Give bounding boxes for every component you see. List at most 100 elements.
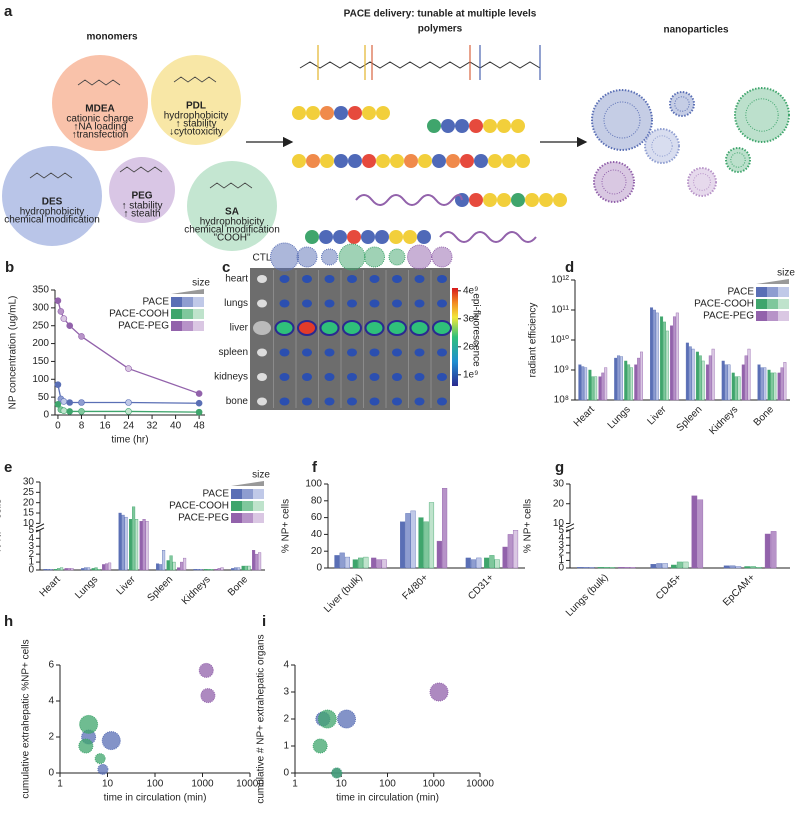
- bar: [588, 369, 592, 401]
- header: polymers: [418, 24, 463, 35]
- bar: [744, 355, 748, 401]
- y-axis-label: NP concentration (ug/mL): [8, 296, 19, 410]
- bar: [234, 567, 238, 571]
- bar: [94, 567, 98, 571]
- nanoparticle-core: [693, 173, 711, 191]
- monomer-circle: [151, 55, 241, 145]
- bar: [695, 351, 699, 401]
- y-tick-label: 40: [311, 529, 323, 540]
- y-tick-label: 100: [32, 374, 49, 385]
- header: nanoparticles: [663, 25, 728, 36]
- legend-swatch: [253, 489, 264, 499]
- legend-title: size: [252, 470, 270, 481]
- organ-signal: [324, 299, 335, 308]
- colorbar-label: epi-fluorescence: [470, 293, 481, 367]
- bead: [404, 154, 418, 168]
- bar: [691, 348, 695, 401]
- bar: [708, 355, 712, 401]
- bead: [390, 154, 404, 168]
- bar: [577, 567, 583, 569]
- panel-letter: f: [312, 459, 318, 476]
- monomer-circle: [2, 146, 102, 246]
- bead: [497, 193, 511, 207]
- bar: [118, 512, 122, 571]
- bar: [670, 325, 674, 401]
- organ-signal: [257, 348, 267, 357]
- y-tick-label: 5: [558, 525, 564, 536]
- monomer-circle: [187, 161, 277, 251]
- chem-structure: [209, 182, 253, 189]
- legend-swatch: [171, 309, 182, 319]
- y-tick-label: 1: [558, 555, 564, 566]
- bar: [763, 367, 767, 401]
- bar: [183, 557, 187, 571]
- bar: [43, 569, 47, 571]
- x-tick-label: Lungs: [73, 574, 100, 601]
- bar: [476, 557, 482, 569]
- y-tick-label: 20: [23, 497, 35, 508]
- bar: [583, 567, 589, 569]
- bar: [735, 566, 742, 569]
- y-tick-label: 0: [28, 565, 34, 576]
- y-tick-label: 0: [283, 768, 289, 779]
- np-thumbnail: [338, 243, 366, 271]
- bead: [320, 154, 334, 168]
- bar: [64, 568, 68, 571]
- nanoparticle-core: [674, 96, 690, 112]
- legend-swatch: [767, 287, 778, 297]
- panel-letter: h: [4, 613, 13, 630]
- data-point: [125, 399, 132, 406]
- bar: [682, 561, 689, 569]
- nanoparticle: [687, 167, 717, 197]
- bar: [247, 565, 251, 571]
- legend-swatch: [242, 489, 253, 499]
- x-tick-label: 32: [146, 421, 158, 432]
- size-wedge: [756, 279, 789, 284]
- legend-swatch: [193, 309, 204, 319]
- y-axis-label: % NP+ cells: [0, 499, 4, 553]
- nanoparticle: [669, 91, 695, 117]
- bar: [57, 568, 61, 571]
- bead: [305, 230, 319, 244]
- bead: [553, 193, 567, 207]
- monomer-note: hydrophobicity: [20, 207, 84, 218]
- data-point: [331, 767, 343, 779]
- header: monomers: [86, 32, 138, 43]
- legend-label: PACE-COOH: [109, 309, 169, 320]
- colorbar-tick-label: 2e⁹: [463, 341, 478, 352]
- x-tick-label: 1000: [191, 779, 214, 790]
- bead: [348, 106, 362, 120]
- monomer-note: hydrophobicity: [164, 111, 228, 122]
- x-tick-label: 40: [170, 421, 182, 432]
- organ-signal: [257, 373, 267, 381]
- organ-signal: [302, 373, 312, 381]
- monomer-note: ↓cytotoxicity: [169, 127, 223, 138]
- y-axis-label: radiant efficiency: [528, 303, 539, 378]
- bracket: [371, 45, 471, 80]
- organ-signal: [347, 397, 357, 406]
- legend-label: PACE-PEG: [118, 321, 169, 332]
- organ-label: bone: [226, 396, 249, 407]
- organ-signal: [324, 348, 335, 357]
- data-point: [57, 308, 65, 315]
- bead: [362, 154, 376, 168]
- bar: [363, 556, 369, 569]
- legend-swatch: [756, 287, 767, 297]
- x-axis-label: time in circulation (min): [336, 793, 439, 804]
- bar: [767, 369, 771, 401]
- bar: [721, 360, 725, 401]
- y-tick-label: 4: [283, 660, 289, 671]
- bar: [507, 534, 513, 569]
- y-tick-label: 0: [558, 563, 564, 574]
- bar: [578, 364, 582, 401]
- data-point: [54, 297, 62, 305]
- bar: [418, 517, 424, 569]
- bar: [662, 321, 666, 401]
- data-point: [94, 753, 106, 765]
- y-axis-label: % NP+ cells: [281, 499, 292, 553]
- bar: [729, 565, 736, 569]
- legend-swatch: [231, 513, 242, 523]
- bar: [162, 550, 166, 571]
- bar: [747, 348, 751, 401]
- bar: [685, 342, 689, 401]
